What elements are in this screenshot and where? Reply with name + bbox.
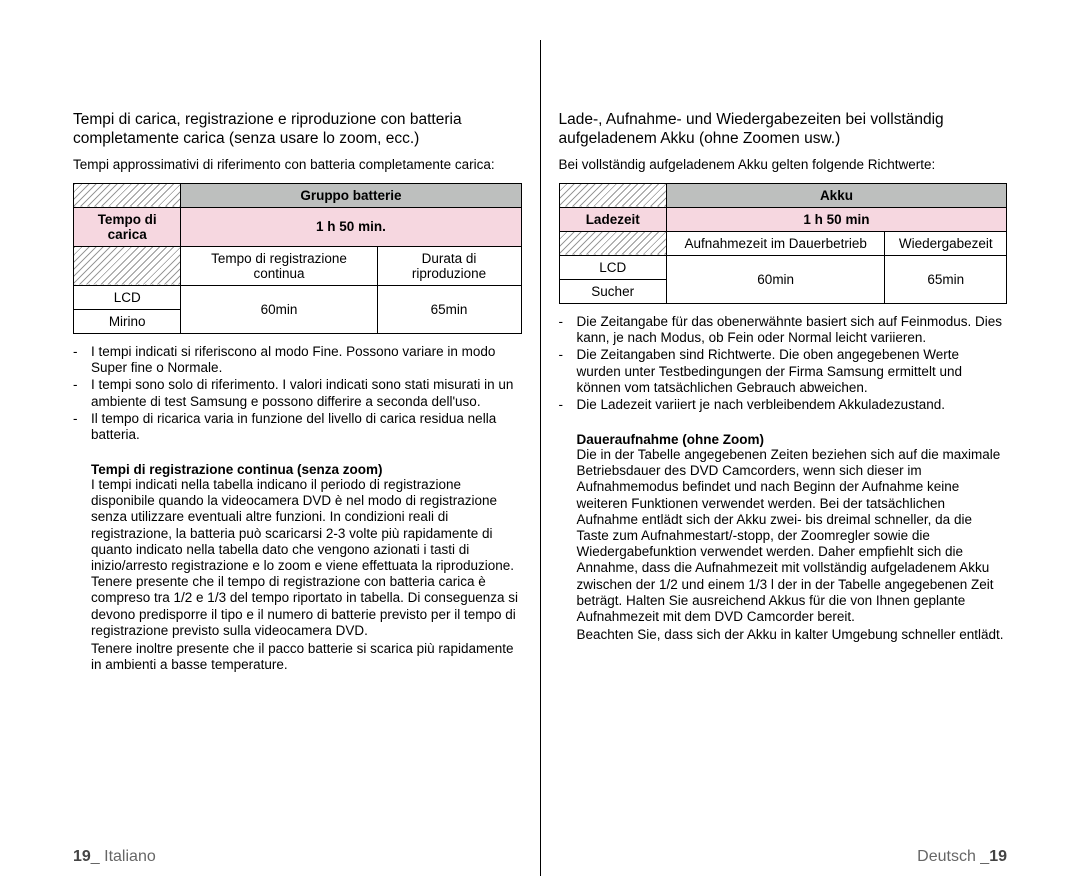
play-header: Wiedergabezeit: [885, 231, 1007, 255]
footer-underscore: _: [91, 848, 104, 865]
rec-val: 60min: [666, 255, 885, 303]
hatched-cell: [559, 231, 666, 255]
note-item: Die Zeitangabe für das obenerwähnte basi…: [577, 314, 1008, 346]
play-val: 65min: [377, 285, 521, 333]
footer-underscore: _: [976, 848, 989, 865]
group-header: Gruppo batterie: [181, 183, 521, 207]
note-item: I tempi indicati si riferiscono al modo …: [91, 344, 522, 376]
group-header: Akku: [666, 183, 1006, 207]
german-intro: Lade-, Aufnahme- und Wiedergabezeiten be…: [559, 110, 1008, 149]
charge-label: Ladezeit: [559, 207, 666, 231]
german-subheading: Daueraufnahme (ohne Zoom): [559, 432, 1008, 447]
german-subintro: Bei vollständig aufgeladenem Akku gelten…: [559, 157, 1008, 173]
italian-column: Tempi di carica, registrazione e riprodu…: [55, 40, 540, 876]
italian-body2: Tenere inoltre presente che il pacco bat…: [73, 641, 522, 673]
italian-table: Gruppo batterie Tempo di carica 1 h 50 m…: [73, 183, 522, 334]
italian-notes: I tempi indicati si riferiscono al modo …: [73, 344, 522, 444]
page-number: 19: [73, 848, 91, 865]
footer-lang: Deutsch: [917, 848, 976, 865]
italian-footer: 19_ Italiano: [73, 848, 522, 876]
german-footer: Deutsch _19: [559, 848, 1008, 876]
note-item: Die Zeitangaben sind Richtwerte. Die obe…: [577, 347, 1008, 396]
note-item: I tempi sono solo di riferimento. I valo…: [91, 377, 522, 409]
charge-time: 1 h 50 min.: [181, 207, 521, 246]
page-number: 19: [989, 848, 1007, 865]
play-val: 65min: [885, 255, 1007, 303]
rec-header: Aufnahmezeit im Dauerbetrieb: [666, 231, 885, 255]
italian-body1: I tempi indicati nella tabella indicano …: [73, 477, 522, 639]
note-item: Il tempo di ricarica varia in funzione d…: [91, 411, 522, 443]
german-table: Akku Ladezeit 1 h 50 min Aufnahmezeit im…: [559, 183, 1008, 304]
note-item: Die Ladezeit variiert je nach verbleiben…: [577, 397, 1008, 413]
hatched-cell: [559, 183, 666, 207]
rec-val: 60min: [181, 285, 377, 333]
german-body1: Die in der Tabelle angegebenen Zeiten be…: [559, 447, 1008, 625]
row-lcd: LCD: [559, 255, 666, 279]
italian-intro: Tempi di carica, registrazione e riprodu…: [73, 110, 522, 149]
german-column: Lade-, Aufnahme- und Wiedergabezeiten be…: [541, 40, 1026, 876]
play-header: Durata di riproduzione: [377, 246, 521, 285]
manual-spread: Tempi di carica, registrazione e riprodu…: [55, 40, 1025, 876]
charge-label: Tempo di carica: [74, 207, 181, 246]
row-mirino: Mirino: [74, 309, 181, 333]
row-sucher: Sucher: [559, 279, 666, 303]
italian-subintro: Tempi approssimativi di riferimento con …: [73, 157, 522, 173]
hatched-cell: [74, 246, 181, 285]
charge-time: 1 h 50 min: [666, 207, 1006, 231]
row-lcd: LCD: [74, 285, 181, 309]
rec-header: Tempo di registrazione continua: [181, 246, 377, 285]
german-body2: Beachten Sie, dass sich der Akku in kalt…: [559, 627, 1008, 643]
italian-subheading: Tempi di registrazione continua (senza z…: [73, 462, 522, 477]
german-notes: Die Zeitangabe für das obenerwähnte basi…: [559, 314, 1008, 414]
footer-lang: Italiano: [104, 848, 156, 865]
hatched-cell: [74, 183, 181, 207]
